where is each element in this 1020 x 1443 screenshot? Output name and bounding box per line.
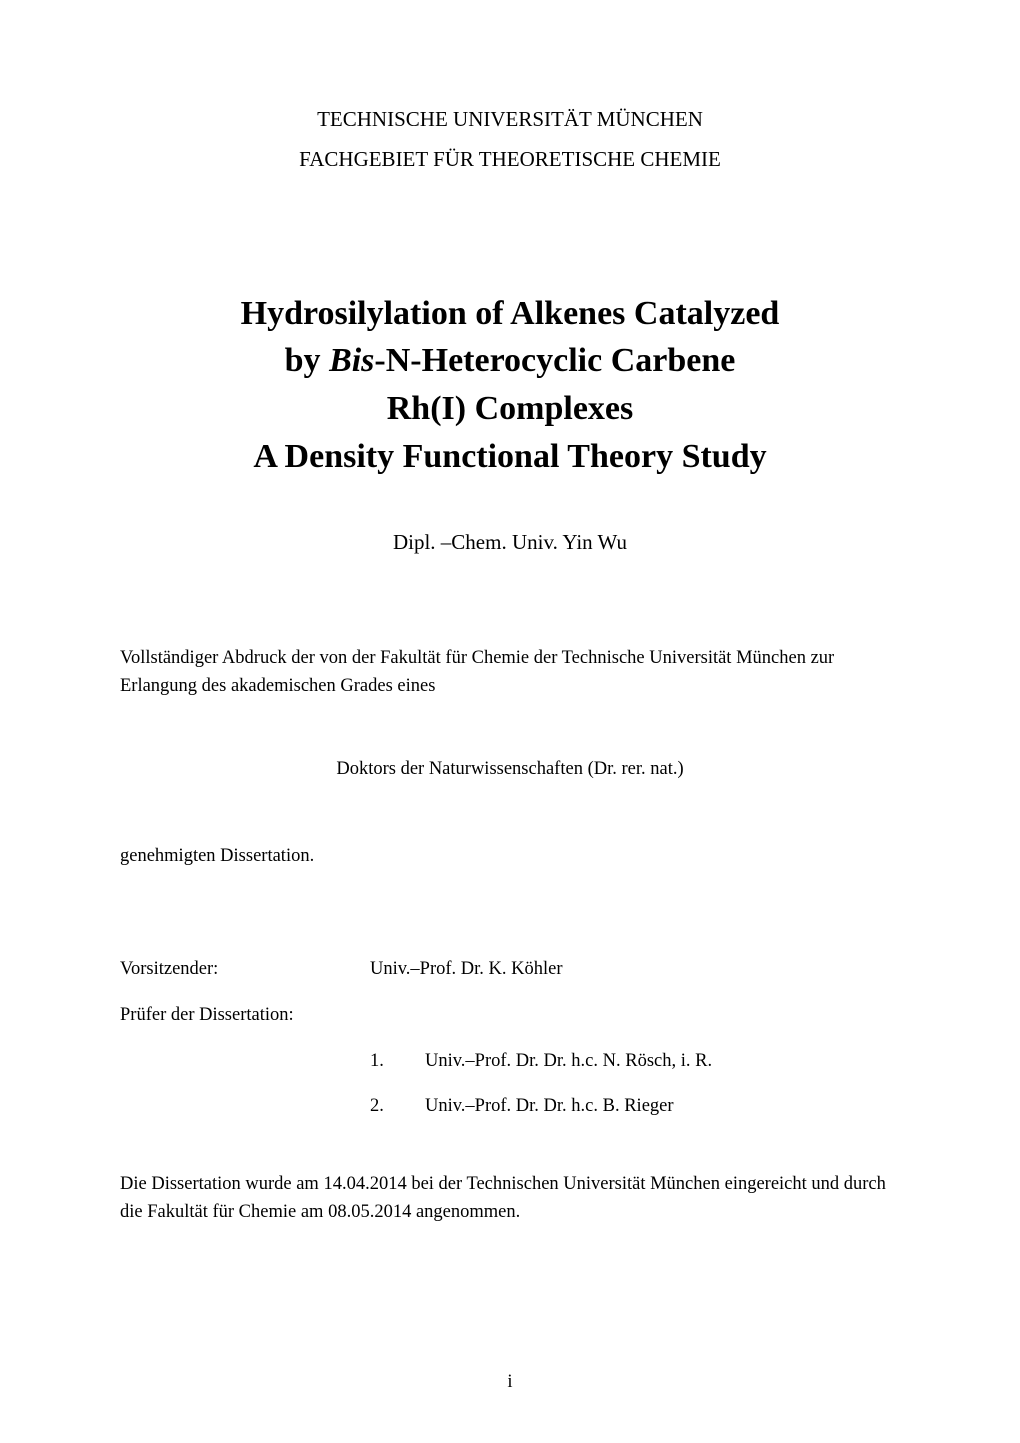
examiner-list: 1. Univ.–Prof. Dr. Dr. h.c. N. Rösch, i.… xyxy=(370,1048,900,1122)
university-name: TECHNISCHE UNIVERSITÄT MÜNCHEN xyxy=(120,100,900,140)
examiner-name-2: Univ.–Prof. Dr. Dr. h.c. B. Rieger xyxy=(425,1093,900,1121)
chair-label: Vorsitzender: xyxy=(120,956,370,984)
examiner-name-1: Univ.–Prof. Dr. Dr. h.c. N. Rösch, i. R. xyxy=(425,1048,900,1076)
approved-statement: genehmigten Dissertation. xyxy=(120,843,900,871)
page-number: i xyxy=(0,1372,1020,1393)
examiner-row-1: 1. Univ.–Prof. Dr. Dr. h.c. N. Rösch, i.… xyxy=(370,1048,900,1076)
department-name: FACHGEBIET FÜR THEORETISCHE CHEMIE xyxy=(120,140,900,180)
title-prefix: by xyxy=(285,342,329,379)
chair-row: Vorsitzender: Univ.–Prof. Dr. K. Köhler xyxy=(120,956,900,984)
author-name: Dipl. –Chem. Univ. Yin Wu xyxy=(120,530,900,555)
title-line-2: by Bis-N-Heterocyclic Carbene xyxy=(120,337,900,385)
dissertation-title: Hydrosilylation of Alkenes Catalyzed by … xyxy=(120,290,900,480)
title-italic-word: Bis xyxy=(329,342,374,379)
submission-statement: Die Dissertation wurde am 14.04.2014 bei… xyxy=(120,1171,900,1227)
examiners-label: Prüfer der Dissertation: xyxy=(120,1002,370,1030)
title-suffix: -N-Heterocyclic Carbene xyxy=(374,342,735,379)
chair-name: Univ.–Prof. Dr. K. Köhler xyxy=(370,956,900,984)
degree-title: Doktors der Naturwissenschaften (Dr. rer… xyxy=(120,756,900,784)
examiner-row-2: 2. Univ.–Prof. Dr. Dr. h.c. B. Rieger xyxy=(370,1093,900,1121)
title-line-1: Hydrosilylation of Alkenes Catalyzed xyxy=(120,290,900,338)
institution-header: TECHNISCHE UNIVERSITÄT MÜNCHEN FACHGEBIE… xyxy=(120,100,900,180)
examiner-num-2: 2. xyxy=(370,1093,425,1121)
committee-section: Vorsitzender: Univ.–Prof. Dr. K. Köhler … xyxy=(120,956,900,1121)
examiner-num-1: 1. xyxy=(370,1048,425,1076)
author-block: Dipl. –Chem. Univ. Yin Wu xyxy=(120,530,900,555)
title-line-4: A Density Functional Theory Study xyxy=(120,433,900,481)
abstract-statement: Vollständiger Abdruck der von der Fakult… xyxy=(120,645,900,701)
examiners-label-row: Prüfer der Dissertation: xyxy=(120,1002,900,1030)
title-line-3: Rh(I) Complexes xyxy=(120,385,900,433)
